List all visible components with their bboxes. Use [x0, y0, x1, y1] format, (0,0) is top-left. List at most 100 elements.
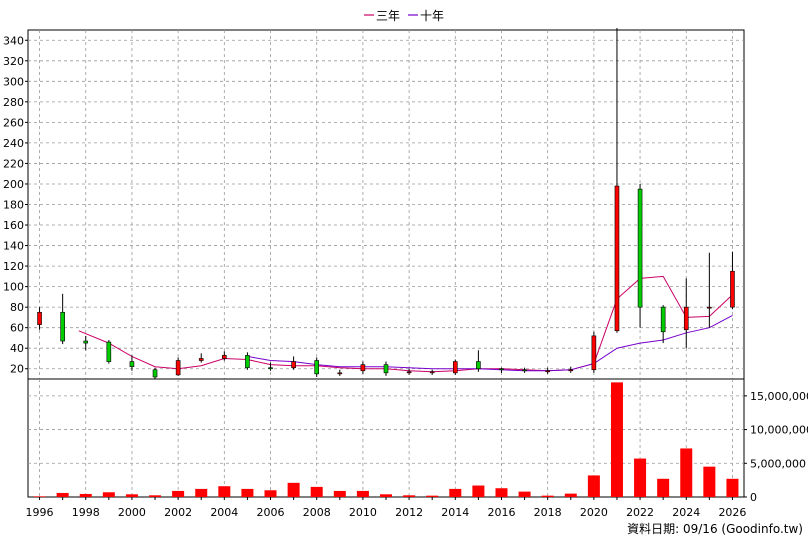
volume-bar [56, 492, 69, 497]
candle-body [730, 270, 735, 308]
candle [152, 367, 158, 379]
volume-bar [125, 494, 138, 497]
candle [614, 27, 620, 333]
legend-label-three-year: 三年 [376, 9, 400, 23]
candle-body [545, 370, 550, 373]
candlesticks [37, 27, 735, 379]
x-tick-label: 2020 [580, 506, 608, 519]
volume-bar [172, 490, 185, 497]
candle-body [129, 361, 135, 367]
candle-body [707, 306, 712, 309]
candle-body [614, 185, 620, 332]
candle-body [637, 188, 643, 308]
data-date-footer: 資料日期: 09/16 (Goodinfo.tw) [627, 522, 803, 536]
candle-body [383, 364, 389, 374]
x-tick-label: 2000 [118, 506, 146, 519]
x-tick-label: 2012 [395, 506, 423, 519]
volume-gridlines [28, 379, 744, 497]
legend-label-ten-year: 十年 [420, 9, 444, 23]
x-tick-label: 1996 [26, 506, 54, 519]
price-y-tick-label: 200 [3, 178, 24, 191]
candle [707, 252, 712, 328]
ten-year-line [247, 314, 733, 372]
candle [268, 362, 273, 371]
candle-body [660, 306, 666, 333]
candle [637, 183, 643, 328]
price-y-tick-label: 260 [3, 116, 24, 129]
candle [591, 331, 597, 373]
price-y-tick-label: 280 [3, 96, 24, 109]
candle [175, 357, 181, 376]
candle-body [591, 335, 597, 371]
volume-bar [587, 475, 600, 497]
candle [568, 366, 574, 373]
price-y-tick-label: 160 [3, 219, 24, 232]
volume-bar [634, 458, 647, 497]
x-tick-label: 2022 [626, 506, 654, 519]
volume-bar [564, 493, 577, 497]
x-axis: 1996 1998 2000 2002 2004 2006 2008 2010 2012 2014… [26, 497, 746, 519]
x-tick-label: 2016 [487, 506, 515, 519]
volume-bar [149, 495, 162, 497]
volume-bar [102, 492, 115, 497]
volume-y-tick-label: 5,000,000 [750, 457, 806, 470]
volume-bar [680, 448, 693, 497]
volume-bar [703, 466, 716, 497]
volume-bar [33, 496, 46, 497]
price-y-tick-label: 40 [10, 342, 24, 355]
volume-panel: 0 5,000,000 10,000,000 15,000,000 [27, 378, 808, 504]
candle-body [245, 355, 250, 369]
volume-bar [403, 495, 416, 497]
candle-body [175, 360, 181, 376]
x-tick-label: 2006 [257, 506, 285, 519]
volume-bar [356, 490, 369, 497]
candle [60, 293, 65, 345]
candle-body [568, 369, 574, 372]
x-tick-label: 2018 [534, 506, 562, 519]
candle [83, 335, 89, 351]
candle [452, 359, 458, 375]
volume-bar [310, 486, 323, 497]
price-y-tick-label: 220 [3, 157, 24, 170]
candle [129, 355, 135, 371]
candle-body [499, 368, 504, 371]
volume-bar [333, 490, 346, 497]
volume-bar [726, 478, 739, 497]
candle [314, 357, 320, 377]
candle-body [476, 361, 481, 370]
candle [106, 339, 112, 364]
candle-body [522, 369, 527, 372]
x-tick-label: 2024 [672, 506, 700, 519]
price-panel: 20 40 60 80 100 120 140 160 180 200 220 240 260 280 30… [3, 27, 745, 380]
volume-bar [518, 491, 531, 497]
candle [660, 305, 666, 344]
volume-y-tick-label: 15,000,000 [750, 390, 808, 403]
volume-bar [287, 482, 300, 497]
x-tick-label: 2014 [441, 506, 469, 519]
price-y-tick-label: 20 [10, 363, 24, 376]
candle-body [222, 355, 227, 359]
candle-body [60, 311, 65, 342]
price-y-tick-label: 240 [3, 137, 24, 150]
candle-body [683, 306, 689, 331]
x-tick-label: 2002 [164, 506, 192, 519]
candle [337, 369, 343, 376]
price-y-tick-label: 300 [3, 75, 24, 88]
volume-bar [426, 495, 439, 497]
volume-bar [380, 494, 392, 497]
price-y-tick-label: 340 [3, 34, 24, 47]
volume-bar [495, 488, 508, 497]
candle [406, 368, 412, 375]
candle [683, 278, 689, 349]
candle [245, 352, 250, 370]
x-tick-label: 2010 [349, 506, 377, 519]
volume-y-axis: 0 5,000,000 10,000,000 15,000,000 [744, 390, 808, 504]
candle-body [37, 311, 42, 325]
candle [37, 307, 42, 330]
candle [291, 356, 296, 370]
candle [545, 367, 550, 374]
price-y-tick-label: 100 [3, 281, 24, 294]
price-y-axis: 20 40 60 80 100 120 140 160 180 200 220 240 260 280 30… [3, 34, 28, 376]
